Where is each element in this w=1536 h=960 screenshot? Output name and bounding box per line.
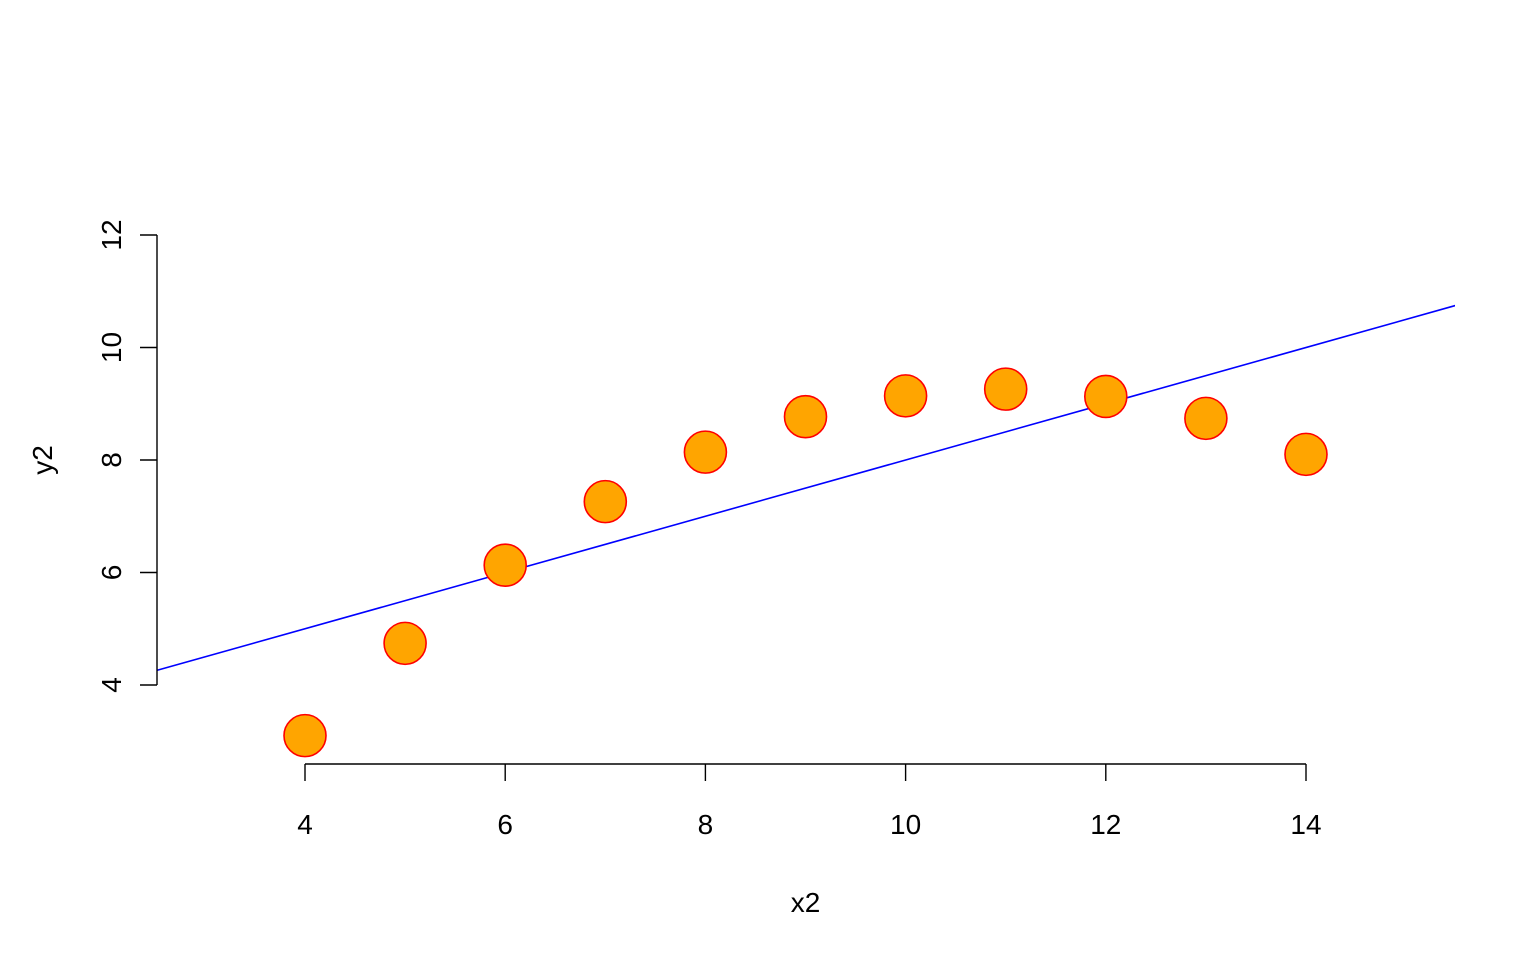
x-tick-label: 10	[890, 809, 921, 840]
data-point	[583, 479, 628, 524]
x-tick-label: 12	[1090, 809, 1121, 840]
data-point	[983, 367, 1028, 411]
data-point	[283, 713, 327, 758]
y-axis: 4 6 8 10 12	[96, 219, 158, 693]
y-axis-title: y2	[27, 445, 58, 475]
points-layer	[283, 367, 1328, 758]
data-point	[883, 374, 928, 418]
y-tick-label: 6	[96, 565, 127, 581]
data-point	[1084, 374, 1128, 419]
data-point	[383, 621, 427, 666]
y-tick-label: 8	[96, 452, 127, 468]
regression-line	[157, 304, 1455, 672]
x-axis: 4 6 8 10 12 14	[297, 763, 1322, 840]
x-axis-title: x2	[791, 887, 821, 918]
x-tick-label: 14	[1290, 809, 1321, 840]
data-point	[483, 543, 528, 587]
y-tick-label: 10	[96, 332, 127, 363]
y-tick-label: 12	[96, 219, 127, 250]
x-tick-label: 6	[497, 809, 513, 840]
x-tick-label: 4	[297, 809, 313, 840]
y-tick-label: 4	[96, 677, 127, 693]
data-point	[683, 430, 728, 474]
x-tick-label: 8	[698, 809, 714, 840]
data-point	[783, 394, 828, 439]
data-point	[1184, 396, 1228, 441]
data-point	[1284, 432, 1328, 477]
fit-line-layer	[157, 304, 1455, 672]
